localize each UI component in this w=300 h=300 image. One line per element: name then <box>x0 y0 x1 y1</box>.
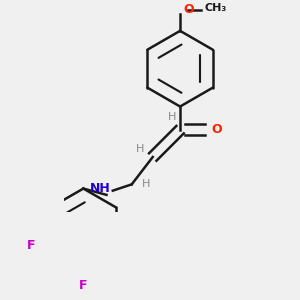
Text: NH: NH <box>90 182 111 195</box>
Text: H: H <box>142 179 151 189</box>
Text: F: F <box>79 279 88 292</box>
Text: F: F <box>27 239 36 252</box>
Text: H: H <box>167 112 176 122</box>
Text: O: O <box>183 3 194 16</box>
Text: CH₃: CH₃ <box>204 3 226 13</box>
Text: O: O <box>212 123 222 136</box>
Text: H: H <box>136 144 144 154</box>
